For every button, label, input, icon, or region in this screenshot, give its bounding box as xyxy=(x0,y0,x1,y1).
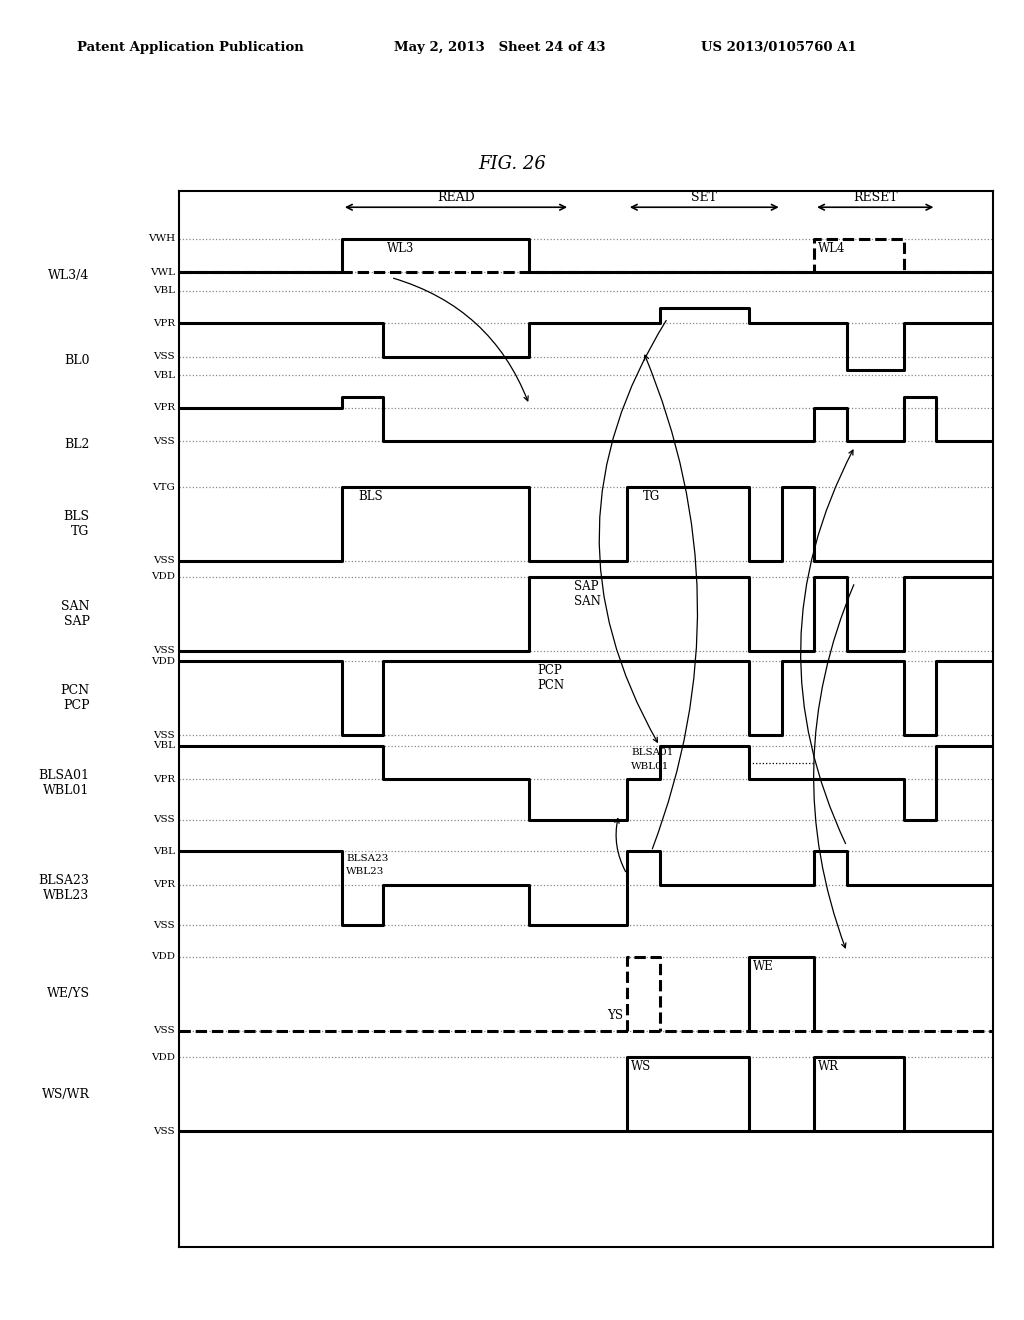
Text: WS: WS xyxy=(631,1060,651,1073)
FancyArrowPatch shape xyxy=(644,355,697,849)
Text: VSS: VSS xyxy=(154,1127,175,1135)
Text: WS/WR: WS/WR xyxy=(42,1088,90,1101)
Text: US 2013/0105760 A1: US 2013/0105760 A1 xyxy=(701,41,857,54)
Text: PCP: PCP xyxy=(538,664,562,677)
Text: FIG. 26: FIG. 26 xyxy=(478,154,546,173)
Text: VBL: VBL xyxy=(154,847,175,855)
Text: SAN
SAP: SAN SAP xyxy=(61,599,90,628)
Text: VSS: VSS xyxy=(154,557,175,565)
Text: VDD: VDD xyxy=(152,657,175,665)
Text: WBL01: WBL01 xyxy=(631,762,670,771)
Text: TG: TG xyxy=(643,490,660,503)
Text: WL4: WL4 xyxy=(818,242,846,255)
Text: VSS: VSS xyxy=(154,816,175,824)
Text: VPR: VPR xyxy=(153,880,175,890)
Text: YS: YS xyxy=(607,1010,623,1023)
Text: Patent Application Publication: Patent Application Publication xyxy=(77,41,303,54)
Text: VPR: VPR xyxy=(153,404,175,412)
Text: BL0: BL0 xyxy=(65,354,90,367)
Text: VBL: VBL xyxy=(154,371,175,380)
Text: BLS: BLS xyxy=(358,490,383,503)
Text: VWH: VWH xyxy=(148,235,175,243)
Text: May 2, 2013   Sheet 24 of 43: May 2, 2013 Sheet 24 of 43 xyxy=(394,41,606,54)
Text: VDD: VDD xyxy=(152,573,175,581)
Text: VSS: VSS xyxy=(154,437,175,446)
Text: BLSA23: BLSA23 xyxy=(346,854,388,862)
Text: VSS: VSS xyxy=(154,921,175,929)
FancyArrowPatch shape xyxy=(393,279,528,401)
Text: WBL23: WBL23 xyxy=(346,867,384,876)
Text: READ: READ xyxy=(437,191,475,205)
Text: VBL: VBL xyxy=(154,742,175,750)
Text: VDD: VDD xyxy=(152,953,175,961)
Text: PCN
PCP: PCN PCP xyxy=(60,684,90,713)
Text: WL3/4: WL3/4 xyxy=(48,269,90,282)
FancyArrowPatch shape xyxy=(614,818,626,871)
Text: WR: WR xyxy=(818,1060,840,1073)
Text: VSS: VSS xyxy=(154,731,175,739)
Text: VDD: VDD xyxy=(152,1053,175,1061)
Text: WE/YS: WE/YS xyxy=(47,987,90,1001)
Text: BL2: BL2 xyxy=(65,438,90,451)
FancyArrowPatch shape xyxy=(814,585,854,948)
Text: SAP: SAP xyxy=(574,579,599,593)
FancyArrowPatch shape xyxy=(801,450,853,843)
Text: PCN: PCN xyxy=(538,680,564,692)
Text: VSS: VSS xyxy=(154,647,175,655)
Text: BLSA01: BLSA01 xyxy=(631,748,674,756)
Text: VBL: VBL xyxy=(154,286,175,296)
Text: VPR: VPR xyxy=(153,775,175,784)
Text: VSS: VSS xyxy=(154,1027,175,1035)
Text: WE: WE xyxy=(753,960,774,973)
Text: BLS
TG: BLS TG xyxy=(63,510,90,539)
Text: SET: SET xyxy=(691,191,717,205)
Text: WL3: WL3 xyxy=(387,242,414,255)
Text: BLSA23
WBL23: BLSA23 WBL23 xyxy=(39,874,90,903)
Text: VSS: VSS xyxy=(154,352,175,362)
Text: VTG: VTG xyxy=(153,483,175,491)
Text: RESET: RESET xyxy=(853,191,898,205)
Text: VWL: VWL xyxy=(151,268,175,277)
Text: VPR: VPR xyxy=(153,319,175,327)
FancyArrowPatch shape xyxy=(599,321,667,742)
Text: BLSA01
WBL01: BLSA01 WBL01 xyxy=(39,768,90,797)
Text: SAN: SAN xyxy=(574,595,601,607)
